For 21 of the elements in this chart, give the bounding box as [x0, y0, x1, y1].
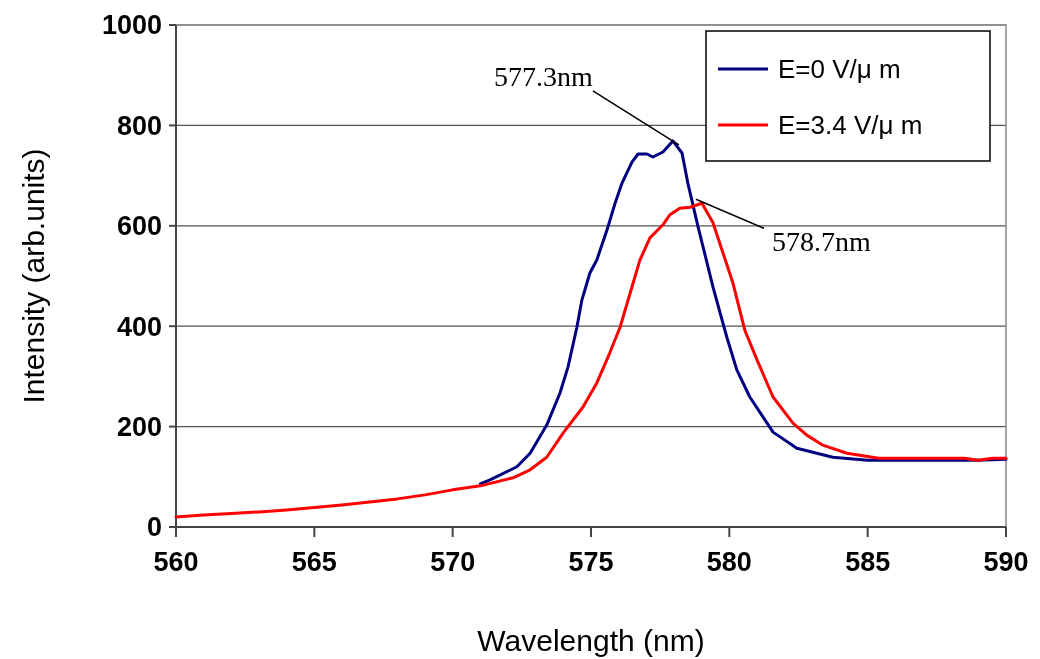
y-tick-label: 1000	[101, 10, 162, 41]
y-tick-label: 0	[146, 512, 162, 543]
x-tick-label: 580	[706, 547, 752, 577]
legend-label: E=0 V/μ m	[778, 54, 901, 85]
x-tick-label: 565	[291, 547, 337, 577]
annotation: 577.3nm	[494, 60, 594, 92]
y-tick-label: 600	[116, 211, 162, 242]
y-tick-label: 400	[116, 311, 162, 342]
y-tick-label: 200	[116, 412, 162, 443]
x-tick-label: 560	[153, 547, 199, 577]
x-tick-label: 590	[983, 547, 1029, 577]
x-tick-label: 570	[430, 547, 476, 577]
line-series	[174, 201, 1008, 519]
x-axis-title: Wavelength (nm)	[477, 624, 705, 657]
y-axis-title: Intensity (arb.units)	[17, 148, 50, 404]
x-tick-label: 575	[568, 547, 614, 577]
annotation: 578.7nm	[771, 226, 871, 258]
line-series	[478, 139, 1008, 486]
x-tick-label: 585	[845, 547, 891, 577]
legend-label: E=3.4 V/μ m	[778, 110, 923, 141]
y-tick-label: 800	[116, 110, 162, 141]
